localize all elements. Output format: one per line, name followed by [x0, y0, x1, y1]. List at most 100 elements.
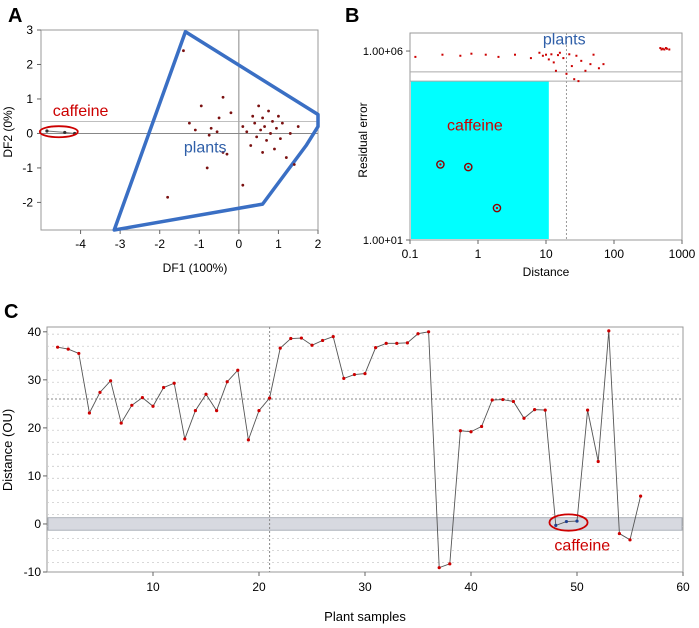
- panel-c-point: [56, 345, 60, 349]
- panel-c-point: [448, 562, 452, 566]
- panel-c-point: [458, 429, 462, 433]
- panel-b-x-tick-label: 1000: [669, 247, 696, 261]
- panel-c-caffeine-point: [564, 519, 569, 524]
- panel-b-point: [441, 53, 444, 56]
- panel-b-y-tick-label: 1.00+06: [363, 46, 403, 58]
- panel-a-point: [255, 135, 259, 139]
- panel-a-point: [259, 128, 263, 132]
- panel-b-point: [577, 80, 580, 83]
- panel-a-point: [245, 130, 249, 134]
- panel-a-point: [267, 109, 270, 113]
- panel-a-point: [263, 125, 266, 128]
- panel-a-point: [292, 163, 296, 166]
- panel-c-x-tick-label: 20: [252, 580, 266, 594]
- panel-a-y-tick-label: -2: [22, 195, 33, 209]
- panel-c-point: [639, 494, 643, 498]
- panel-c-point: [596, 459, 600, 464]
- panel-c-tick-labels: 10 20 30 40 50 60 -10 0 10 20 30 40: [24, 325, 690, 594]
- panel-b-point: [484, 53, 487, 56]
- panel-c-point: [66, 347, 70, 351]
- panel-c-point: [172, 381, 176, 385]
- panel-c-point: [352, 372, 356, 377]
- panel-b-point: [659, 47, 662, 50]
- panel-a-point: [288, 132, 292, 135]
- panel-c-point: [98, 390, 102, 394]
- panel-b-point: [575, 54, 578, 57]
- panel-c-y-tick-label: 40: [28, 325, 42, 339]
- panel-a-point: [229, 111, 233, 115]
- panel-a-point: [253, 121, 257, 125]
- panel-a-y-tick-label: 1: [26, 92, 33, 106]
- panel-c-point: [437, 566, 441, 570]
- panel-b-caffeine-label: caffeine: [447, 117, 503, 134]
- panel-a-point: [166, 195, 170, 199]
- panel-b-point: [584, 69, 587, 72]
- panel-c-point: [225, 380, 229, 384]
- panel-c-point: [140, 396, 144, 400]
- panel-c-distance-line: [57, 330, 642, 569]
- panel-c-y-tick-label: 20: [28, 421, 42, 435]
- panel-b-x-tick-label: 1: [475, 247, 482, 261]
- panel-c-point: [299, 336, 303, 340]
- panel-b-point: [663, 48, 666, 51]
- panel-b-caffeine-point-center: [439, 163, 442, 166]
- panel-b-point: [552, 61, 555, 64]
- panel-c-point: [628, 538, 632, 542]
- panel-b-point: [597, 67, 600, 70]
- panel-b-point: [592, 53, 595, 56]
- panel-b-point: [602, 63, 605, 66]
- panel-b-y-tick-label: 1.00+01: [363, 235, 403, 247]
- panel-c-x-tick-label: 60: [676, 580, 690, 594]
- panel-a-point: [207, 133, 211, 137]
- panel-c-point: [236, 368, 240, 372]
- panel-a-point: [275, 126, 278, 130]
- panel-b-point: [414, 55, 417, 58]
- panel-a-label: A: [8, 5, 22, 27]
- panel-b-label: B: [345, 5, 359, 27]
- panel-c-point: [533, 408, 537, 412]
- panel-c-point: [77, 351, 81, 356]
- panel-c-y-tick-label: 30: [28, 373, 42, 387]
- panel-a-caffeine-group: [38, 125, 79, 139]
- panel-c-point: [416, 332, 420, 336]
- panel-b-point: [541, 54, 544, 57]
- panel-c-points: [56, 329, 643, 570]
- panel-a-y-axis-label: DF2 (0%): [1, 106, 15, 157]
- panel-b-x-tick-label: 100: [604, 247, 624, 261]
- panel-a-point: [251, 114, 255, 118]
- panel-a-point: [296, 125, 300, 128]
- panel-b-point: [538, 51, 541, 54]
- panel-a-x-tick-label: -3: [115, 237, 126, 251]
- panel-a-point: [273, 147, 276, 151]
- panel-b-caffeine-point: [492, 203, 502, 213]
- panel-a-point: [187, 121, 191, 125]
- panel-c-point: [289, 336, 293, 341]
- panel-c-point: [522, 416, 526, 420]
- panel-a-x-axis-label: DF1 (100%): [163, 261, 228, 275]
- panel-a-x-tick-label: -2: [154, 237, 165, 251]
- panel-a-point: [249, 144, 253, 147]
- panel-c-y-tick-label: -10: [24, 565, 42, 579]
- panel-c-point: [427, 330, 431, 334]
- panel-b: B 0.1 1 10 100 1000 1.00+01 1.00+06 plants caf…: [345, 5, 696, 279]
- panel-b-point: [668, 48, 671, 51]
- panel-a-point: [225, 152, 229, 156]
- panel-b-point: [545, 53, 547, 56]
- panel-b-point: [547, 58, 550, 61]
- panel-c-point: [405, 341, 409, 345]
- panel-a-point: [284, 156, 288, 159]
- panel-b-caffeine-point: [436, 160, 445, 169]
- panel-a-point: [221, 95, 225, 99]
- panel-a-point: [199, 104, 203, 108]
- panel-c-series-line: [57, 330, 642, 569]
- panel-c-point: [384, 341, 388, 345]
- panel-c-point: [363, 371, 367, 376]
- panel-c-point: [257, 408, 261, 413]
- panel-c-caffeine-point: [575, 519, 579, 523]
- panel-a-point: [215, 130, 219, 134]
- panel-c-point: [130, 403, 134, 407]
- panel-c-plot-area: [46, 326, 684, 573]
- panel-a-x-tick-label: -1: [194, 237, 205, 251]
- panel-a-x-tick-label: 0: [236, 237, 243, 251]
